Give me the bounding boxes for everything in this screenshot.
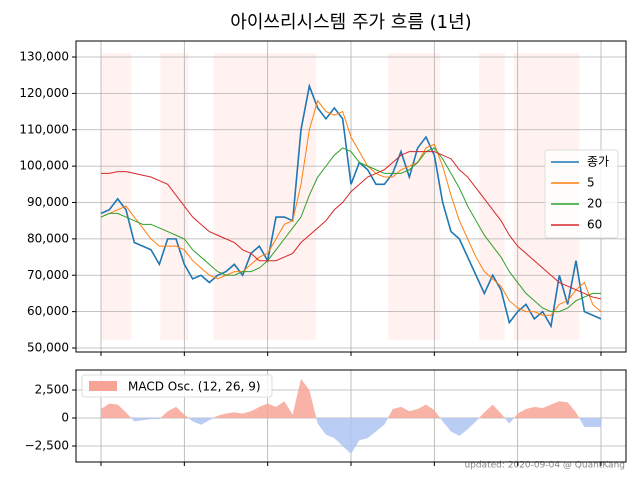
legend-label: MACD Osc. (12, 26, 9) bbox=[128, 380, 261, 394]
legend-box bbox=[81, 374, 273, 398]
price-line bbox=[100, 147, 601, 313]
oscillator-area bbox=[160, 406, 189, 419]
legend-label: 종가 bbox=[587, 155, 609, 169]
y-tick-label: 70,000 bbox=[27, 268, 69, 282]
y-tick-label: 2,500 bbox=[35, 383, 69, 397]
chart-title: 아이쓰리시스템 주가 흐름 (1년) bbox=[230, 12, 471, 33]
y-tick-label: 130,000 bbox=[19, 50, 69, 64]
price-line bbox=[101, 151, 602, 300]
plot-frame bbox=[75, 40, 627, 353]
legend-box bbox=[544, 149, 619, 239]
oscillator-area bbox=[188, 418, 214, 425]
oscillator-area bbox=[479, 404, 505, 419]
oscillator-area bbox=[213, 378, 317, 419]
y-tick-label: 90,000 bbox=[27, 195, 69, 209]
oscillator-area bbox=[101, 403, 132, 419]
legend-label: 20 bbox=[587, 197, 602, 211]
legend-label: 5 bbox=[587, 176, 595, 190]
oscillator-area bbox=[440, 418, 480, 436]
oscillator-area bbox=[513, 401, 580, 419]
y-tick-label: 100,000 bbox=[19, 159, 69, 173]
footer: updated: 2020-09-04 @ QuantKang bbox=[464, 461, 625, 471]
legend-label: 60 bbox=[587, 218, 602, 232]
signal-band bbox=[101, 53, 132, 340]
y-tick-label: 50,000 bbox=[27, 340, 69, 354]
price-line bbox=[100, 99, 602, 316]
y-tick-label: −2,500 bbox=[25, 438, 69, 452]
legend: 종가 5 20 60 bbox=[544, 149, 619, 239]
legend-swatch bbox=[89, 381, 117, 391]
oscillator-area bbox=[504, 418, 514, 424]
signal-band bbox=[160, 53, 189, 340]
oscillator-area bbox=[579, 418, 601, 427]
price-line bbox=[100, 83, 602, 329]
plot-frame bbox=[75, 369, 627, 463]
y-tick-label: 80,000 bbox=[27, 231, 69, 245]
y-tick-label: 120,000 bbox=[19, 86, 69, 100]
y-tick-label: 60,000 bbox=[27, 304, 69, 318]
y-tick-label: 110,000 bbox=[19, 122, 69, 136]
oscillator-area bbox=[131, 418, 161, 422]
signal-band bbox=[387, 53, 441, 340]
y-tick-label: 0 bbox=[61, 411, 69, 425]
oscillator-area bbox=[387, 404, 441, 419]
oscillator-area bbox=[316, 418, 388, 454]
signal-band bbox=[213, 53, 317, 340]
